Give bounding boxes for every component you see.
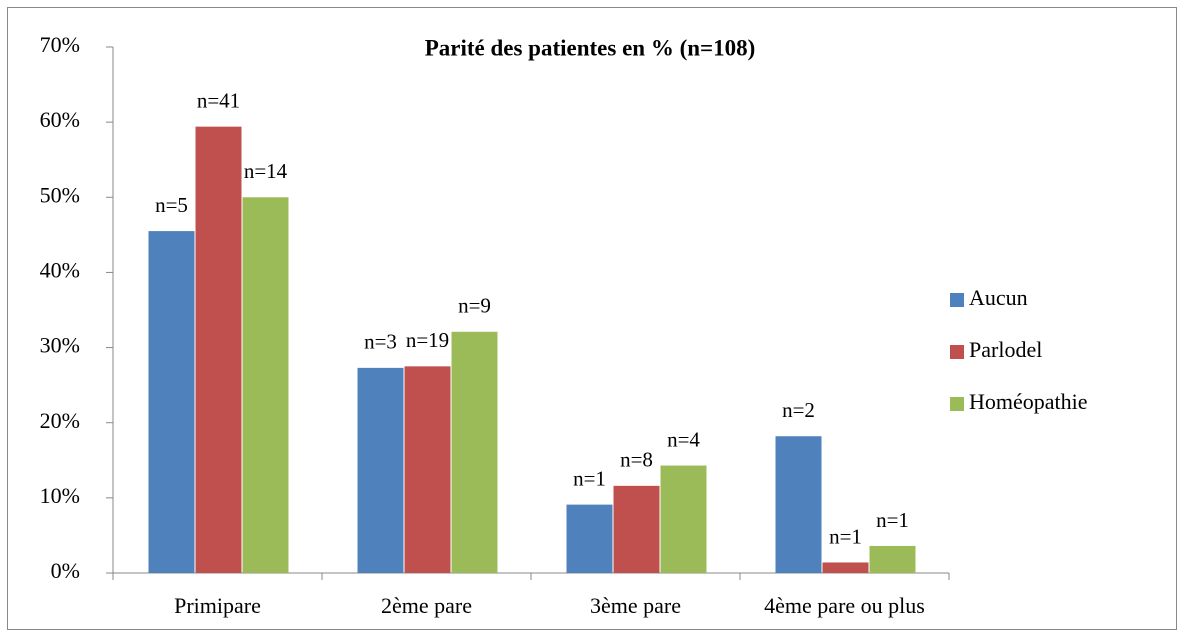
x-tick-label: 2ème pare	[381, 593, 472, 618]
y-tick-label: 20%	[40, 408, 80, 433]
data-label: n=5	[155, 193, 188, 217]
data-label: n=1	[876, 508, 909, 532]
data-label: n=19	[406, 328, 449, 352]
data-label: n=14	[244, 159, 288, 183]
bar	[242, 197, 289, 574]
bar	[822, 562, 869, 573]
bar	[660, 465, 707, 573]
y-tick-label: 60%	[40, 107, 80, 132]
data-label: n=9	[458, 294, 491, 318]
bar	[613, 485, 660, 573]
legend-swatch	[950, 397, 964, 411]
bar	[566, 504, 613, 573]
data-label: n=2	[782, 398, 815, 422]
x-tick-label: Primipare	[174, 593, 261, 618]
data-label: n=1	[573, 466, 606, 490]
bar	[775, 436, 822, 573]
y-tick-label: 30%	[40, 333, 80, 358]
legend-label: Aucun	[969, 285, 1028, 310]
x-tick-label: 3ème pare	[590, 593, 681, 618]
bar	[357, 367, 404, 573]
data-label: n=8	[620, 448, 653, 472]
x-tick-label: 4ème pare ou plus	[764, 593, 925, 618]
y-tick-label: 50%	[40, 182, 80, 207]
data-label: n=1	[829, 524, 862, 548]
bar	[195, 126, 242, 573]
bar	[869, 545, 916, 573]
legend-label: Homéopathie	[969, 389, 1088, 414]
data-label: n=3	[364, 330, 397, 354]
data-label: n=4	[667, 427, 700, 451]
y-tick-label: 0%	[51, 558, 80, 583]
data-label: n=41	[197, 88, 240, 112]
y-tick-label: 40%	[40, 257, 80, 282]
bar	[148, 231, 195, 573]
chart-title: Parité des patientes en % (n=108)	[425, 35, 756, 60]
bar	[404, 366, 451, 573]
legend-swatch	[950, 345, 964, 359]
legend-label: Parlodel	[969, 337, 1042, 362]
y-tick-label: 10%	[40, 483, 80, 508]
y-tick-label: 70%	[40, 32, 80, 57]
bar	[451, 331, 498, 573]
legend-swatch	[950, 293, 964, 307]
